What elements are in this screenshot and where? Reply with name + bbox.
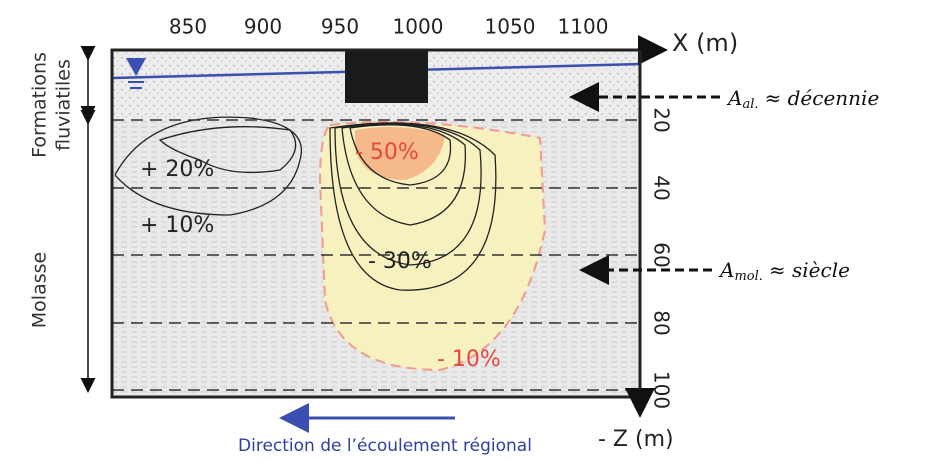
contour-label: + 20%: [140, 157, 214, 182]
x-tick-label: 850: [169, 15, 207, 39]
contour-label: - 10%: [437, 347, 501, 372]
contour-label: - 30%: [368, 249, 432, 274]
x-tick-label: 950: [321, 15, 359, 39]
z-tick-label: 80: [650, 310, 674, 335]
x-tick-label: 1000: [393, 15, 444, 39]
contour-label: - 50%: [355, 140, 419, 165]
flow-label: Direction de l’écoulement régional: [238, 436, 532, 456]
z-tick-label: 40: [650, 175, 674, 200]
diagram: X (m) - Z (m) Formations fluviatiles Mol…: [0, 0, 928, 461]
z-tick-label: 20: [650, 107, 674, 132]
annotation: Aal.≈ décennie: [726, 86, 879, 112]
layer-label: Formations: [29, 52, 51, 158]
z-axis-label: - Z (m): [598, 427, 674, 452]
contour-label: + 10%: [140, 213, 214, 238]
x-tick-label: 1100: [558, 15, 609, 39]
x-tick-label: 900: [244, 15, 282, 39]
x-tick-label: 1050: [485, 15, 536, 39]
z-tick-label: 100: [650, 371, 674, 409]
layer-label: fluviatiles: [53, 59, 75, 151]
layer-label: Molasse: [29, 252, 51, 328]
annotation: Amol.≈ siècle: [718, 258, 850, 284]
z-tick-label: 60: [650, 242, 674, 267]
x-axis-label: X (m): [672, 29, 738, 57]
